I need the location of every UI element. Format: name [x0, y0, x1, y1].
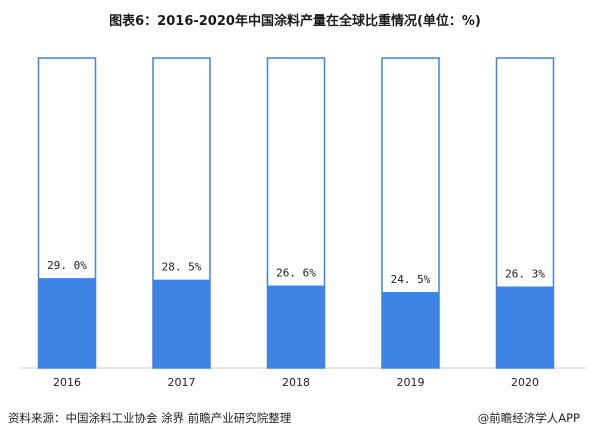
bar-2018 [267, 285, 325, 368]
x-tick-label-2016: 2016 [53, 376, 81, 389]
bar-2020 [496, 286, 554, 368]
x-tick-label-2019: 2019 [397, 376, 425, 389]
bar-2016 [38, 278, 96, 368]
x-tick-label-2020: 2020 [511, 376, 539, 389]
bar-group: 29. 0% 2016 28. 5% 2017 26. 6% 2018 24. 5% 2019… [37, 57, 555, 389]
data-label-2017: 28. 5% [162, 261, 202, 274]
bar-2019 [382, 292, 439, 368]
x-tick-label-2017: 2017 [168, 376, 196, 389]
x-tick-label-2018: 2018 [282, 376, 310, 389]
data-label-2019: 24. 5% [391, 273, 431, 286]
bar-2017 [153, 279, 210, 368]
chart-title: 图表6：2016-2020年中国涂料产量在全球比重情况(单位：%) [109, 14, 481, 29]
data-label-2016: 29. 0% [47, 259, 87, 272]
credit-note: @前瞻经济学人APP [477, 411, 580, 425]
source-note: 资料来源：中国涂料工业协会 涂界 前瞻产业研究院整理 [8, 411, 292, 425]
data-label-2020: 26. 3% [505, 267, 545, 280]
data-label-2018: 26. 6% [276, 267, 316, 280]
